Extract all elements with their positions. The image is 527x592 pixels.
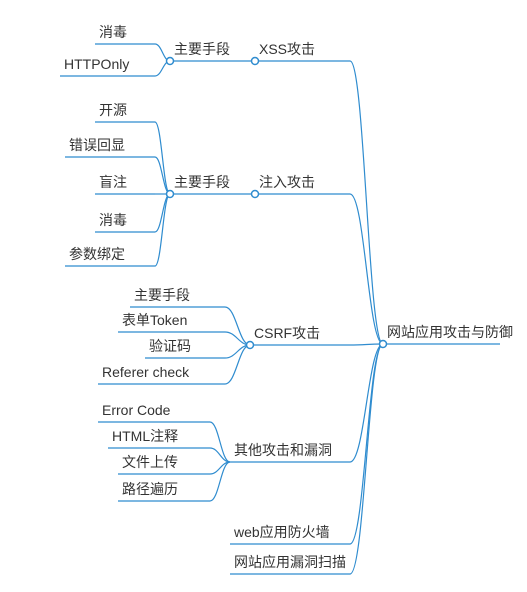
node-inj_l2: 错误回显	[69, 135, 125, 155]
node-inj_l5: 参数绑定	[69, 244, 125, 264]
node-inj_l3: 盲注	[99, 172, 127, 192]
node-csrf: CSRF攻击	[254, 323, 320, 343]
node-inj_l4: 消毒	[99, 210, 127, 230]
node-inj: 注入攻击	[259, 172, 315, 192]
node-oth_l4: 路径遍历	[122, 479, 178, 499]
node-inj_m: 主要手段	[174, 172, 230, 192]
node-csrf_l4: Referer check	[102, 364, 189, 380]
node-xss_l1: 消毒	[99, 22, 127, 42]
node-oth_l1: Error Code	[102, 402, 170, 418]
mindmap-diagram: 网站应用攻击与防御 XSS攻击注入攻击 CSRF攻击其他攻击和漏洞 web应用防火墙网…	[0, 0, 527, 592]
node-xss_m: 主要手段	[174, 39, 230, 59]
node-scan: 网站应用漏洞扫描	[234, 552, 346, 572]
node-waf: web应用防火墙	[234, 522, 330, 542]
node-oth_l3: 文件上传	[122, 452, 178, 472]
node-csrf_l1: 主要手段	[134, 285, 190, 305]
node-root: 网站应用攻击与防御	[387, 322, 513, 342]
node-xss_l2: HTTPOnly	[64, 56, 129, 72]
mindmap-svg	[0, 0, 527, 592]
node-other: 其他攻击和漏洞	[234, 440, 332, 460]
node-inj_l1: 开源	[99, 100, 127, 120]
node-csrf_l2: 表单Token	[122, 310, 187, 330]
node-csrf_l3: 验证码	[149, 336, 191, 356]
node-xss: XSS攻击	[259, 39, 315, 59]
node-oth_l2: HTML注释	[112, 426, 178, 446]
